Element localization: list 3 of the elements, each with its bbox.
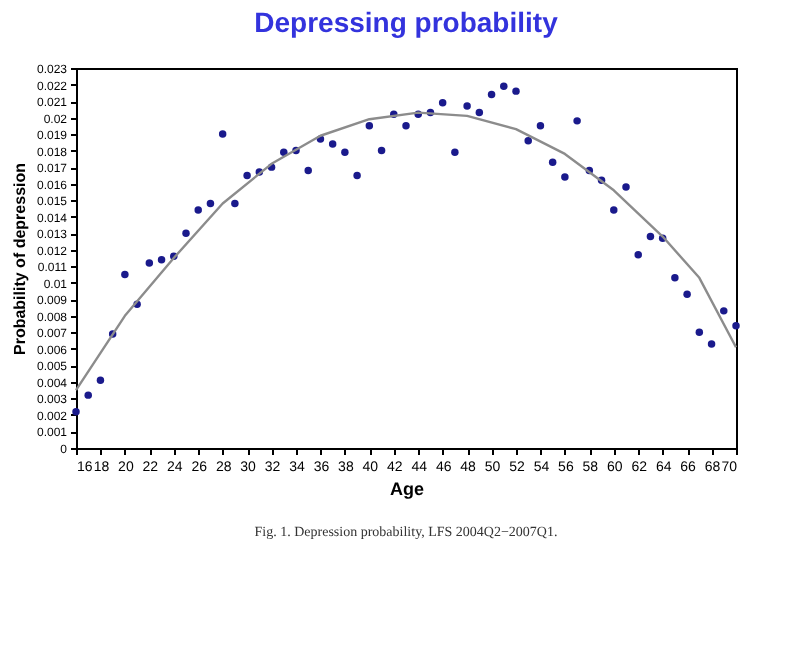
x-axis-title: Age xyxy=(389,479,425,499)
chart-title: Depressing probability xyxy=(254,6,559,38)
y-axis-title: Probability of depression xyxy=(10,162,29,356)
